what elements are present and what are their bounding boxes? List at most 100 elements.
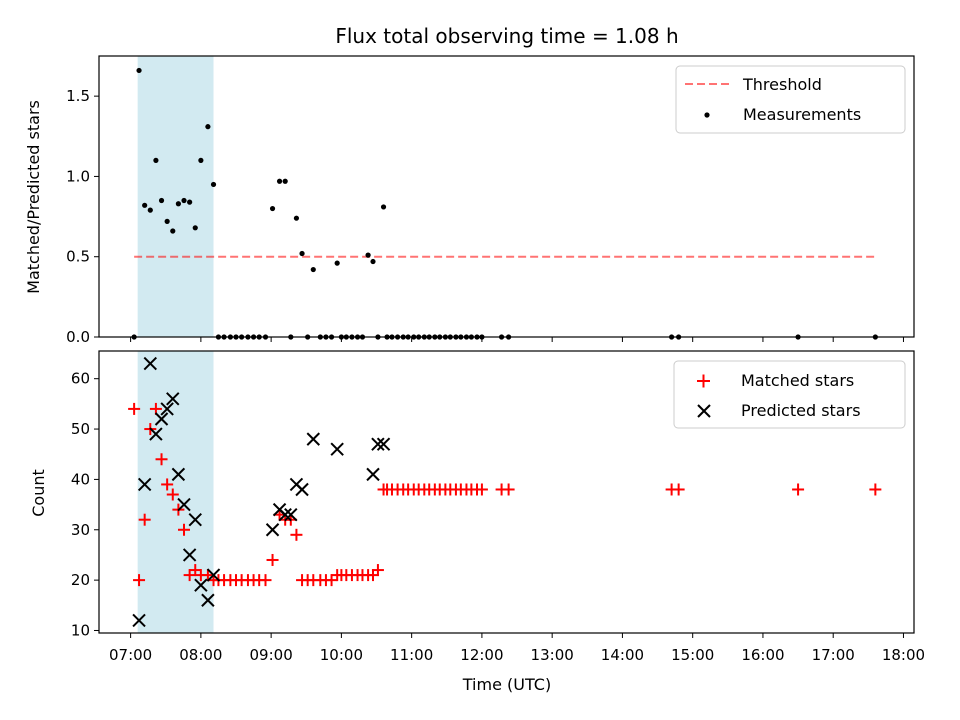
measurement-point <box>158 197 165 204</box>
x-tick-label: 13:00 <box>531 646 574 664</box>
measurement-point <box>210 181 217 188</box>
matched-star-marker <box>792 483 805 496</box>
bottom-legend: Matched stars Predicted stars <box>673 360 906 429</box>
predicted-star-marker <box>330 442 344 456</box>
legend-predicted-swatch <box>697 404 711 418</box>
bottom-shaded-span <box>137 351 214 633</box>
legend-matched-label: Matched stars <box>741 371 854 390</box>
x-tick-label: 11:00 <box>390 646 433 664</box>
predicted-star-marker <box>166 392 180 406</box>
predicted-star-marker <box>306 432 320 446</box>
bottom-panel: 10 20 30 40 50 60 07:00 08:00 09:00 10:00 11:00 12… <box>29 350 925 694</box>
measurement-point <box>299 250 305 257</box>
top-y-tick-label: 0.5 <box>66 248 90 266</box>
matched-star-marker <box>128 402 141 415</box>
predicted-star-marker <box>376 437 391 451</box>
predicted-star-marker <box>194 578 208 592</box>
bottom-y-tick-label: 40 <box>71 470 90 488</box>
top-shaded-span <box>137 56 214 337</box>
matched-stars-series <box>128 402 882 587</box>
measurement-point <box>276 178 283 184</box>
x-tick-label: 10:00 <box>320 646 363 664</box>
legend-threshold-label: Threshold <box>742 75 822 94</box>
matched-star-marker <box>475 483 488 496</box>
matched-star-marker <box>161 478 174 491</box>
predicted-star-marker <box>201 593 215 607</box>
measurement-point <box>282 178 288 184</box>
x-tick-label: 08:00 <box>179 646 222 664</box>
legend-matched-swatch <box>697 374 710 388</box>
bottom-y-tick-label: 50 <box>71 420 90 438</box>
top-legend: Threshold Measurements <box>675 65 906 134</box>
matched-star-marker <box>166 488 179 501</box>
measurement-point <box>192 225 198 231</box>
measurement-point <box>147 207 153 213</box>
predicted-star-marker <box>154 412 169 426</box>
matched-star-marker <box>133 574 146 587</box>
top-y-tick-label: 1.5 <box>66 87 90 105</box>
measurement-point <box>293 215 300 221</box>
top-y-tick-label: 0.0 <box>66 328 90 346</box>
measurement-point <box>269 205 276 212</box>
matched-star-marker <box>869 483 882 496</box>
bottom-x-axis: 07:00 08:00 09:00 10:00 11:00 12:00 13:00 14:00… <box>109 633 925 664</box>
matched-star-marker <box>266 553 279 566</box>
measurement-point <box>170 228 176 234</box>
predicted-stars-series <box>132 356 391 628</box>
measurement-point <box>310 266 316 273</box>
bottom-y-tick-label: 10 <box>71 621 90 639</box>
matched-star-marker <box>155 453 168 466</box>
measurement-point <box>198 157 204 163</box>
measurement-point <box>365 252 371 258</box>
predicted-star-marker <box>171 467 186 482</box>
legend-predicted-label: Predicted stars <box>741 401 861 420</box>
top-plot-frame <box>98 55 915 338</box>
bottom-y-axis: 10 20 30 40 50 60 <box>71 370 99 639</box>
measurement-point <box>380 204 387 210</box>
predicted-star-marker <box>265 523 280 537</box>
matched-star-marker <box>189 564 202 577</box>
predicted-star-marker <box>177 497 191 512</box>
x-tick-label: 12:00 <box>460 646 503 664</box>
x-tick-label: 14:00 <box>601 646 644 664</box>
predicted-star-marker <box>366 467 380 482</box>
top-panel: 0.0 0.5 1.0 1.5 Matched/Predicted stars Thr… <box>24 55 915 346</box>
bottom-y-axis-label: Count <box>29 469 48 517</box>
top-y-axis: 0.0 0.5 1.0 1.5 <box>66 87 99 346</box>
bottom-legend-box <box>673 360 906 429</box>
matched-star-marker <box>672 483 685 496</box>
legend-measurements-label: Measurements <box>743 105 861 124</box>
top-legend-box <box>675 65 906 134</box>
measurement-point <box>181 197 187 204</box>
measurement-point <box>164 218 170 224</box>
predicted-star-marker <box>371 437 385 451</box>
bottom-y-tick-label: 20 <box>71 571 90 589</box>
predicted-star-marker <box>284 507 298 522</box>
matched-star-marker <box>290 528 303 541</box>
predicted-star-marker <box>295 482 309 497</box>
chart-title: Flux total observing time = 1.08 h <box>335 24 678 48</box>
bottom-y-tick-label: 30 <box>71 521 90 539</box>
measurement-point <box>142 202 148 208</box>
matched-star-marker <box>138 513 151 526</box>
matched-star-marker <box>502 483 515 496</box>
predicted-star-marker <box>278 507 292 522</box>
measurement-point <box>187 199 193 205</box>
bottom-y-tick-label: 60 <box>71 370 90 388</box>
matched-star-marker <box>325 574 338 587</box>
predicted-star-marker <box>160 402 174 416</box>
matched-star-marker <box>178 523 191 536</box>
matched-star-marker <box>371 564 384 577</box>
legend-measurements-swatch <box>704 112 710 118</box>
predicted-star-marker <box>149 427 163 441</box>
predicted-star-marker <box>188 512 202 527</box>
measurement-point <box>205 124 211 130</box>
top-y-tick-label: 1.0 <box>66 167 90 185</box>
measurement-point <box>334 260 340 266</box>
measurement-point <box>153 157 159 163</box>
x-tick-label: 07:00 <box>109 646 152 664</box>
matched-star-marker <box>183 569 196 582</box>
matched-star-marker <box>201 569 214 582</box>
measurement-point <box>136 67 142 74</box>
